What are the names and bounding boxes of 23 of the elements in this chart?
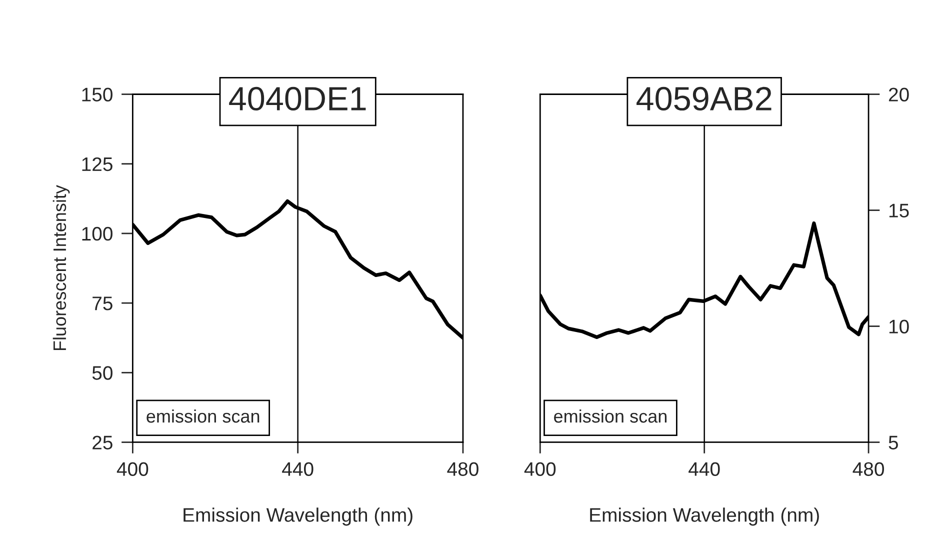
annotation: emission scan xyxy=(554,409,666,423)
y-tick-label: 75 xyxy=(92,296,112,310)
x-axis-title: Emission Wavelength (nm) xyxy=(184,508,412,526)
y2-tick-label: 15 xyxy=(889,204,909,218)
chart-title: 4040DE1 xyxy=(229,86,366,111)
y2-tick-label: 20 xyxy=(888,88,909,102)
y-tick-label: 50 xyxy=(92,366,112,380)
y-tick-label: 150 xyxy=(82,88,112,102)
annotation: emission scan xyxy=(146,409,260,423)
chart-title: 4059AB2 xyxy=(636,86,772,111)
y-axis-title: Fluorescent Intensity xyxy=(52,184,70,350)
x-tick-label: 400 xyxy=(116,462,148,476)
y-tick-label: 125 xyxy=(82,157,112,172)
x-tick-label: 480 xyxy=(852,462,884,476)
y-tick-label: 25 xyxy=(92,436,112,450)
y-tick-label: 100 xyxy=(82,226,112,241)
x-axis-title: Emission Wavelength (nm) xyxy=(590,508,819,526)
x-tick-label: 440 xyxy=(282,462,314,476)
x-tick-label: 480 xyxy=(447,462,478,476)
x-tick-label: 400 xyxy=(524,462,556,476)
y2-tick-label: 10 xyxy=(889,320,909,334)
x-tick-label: 440 xyxy=(688,462,720,476)
y2-tick-label: 5 xyxy=(888,436,898,450)
